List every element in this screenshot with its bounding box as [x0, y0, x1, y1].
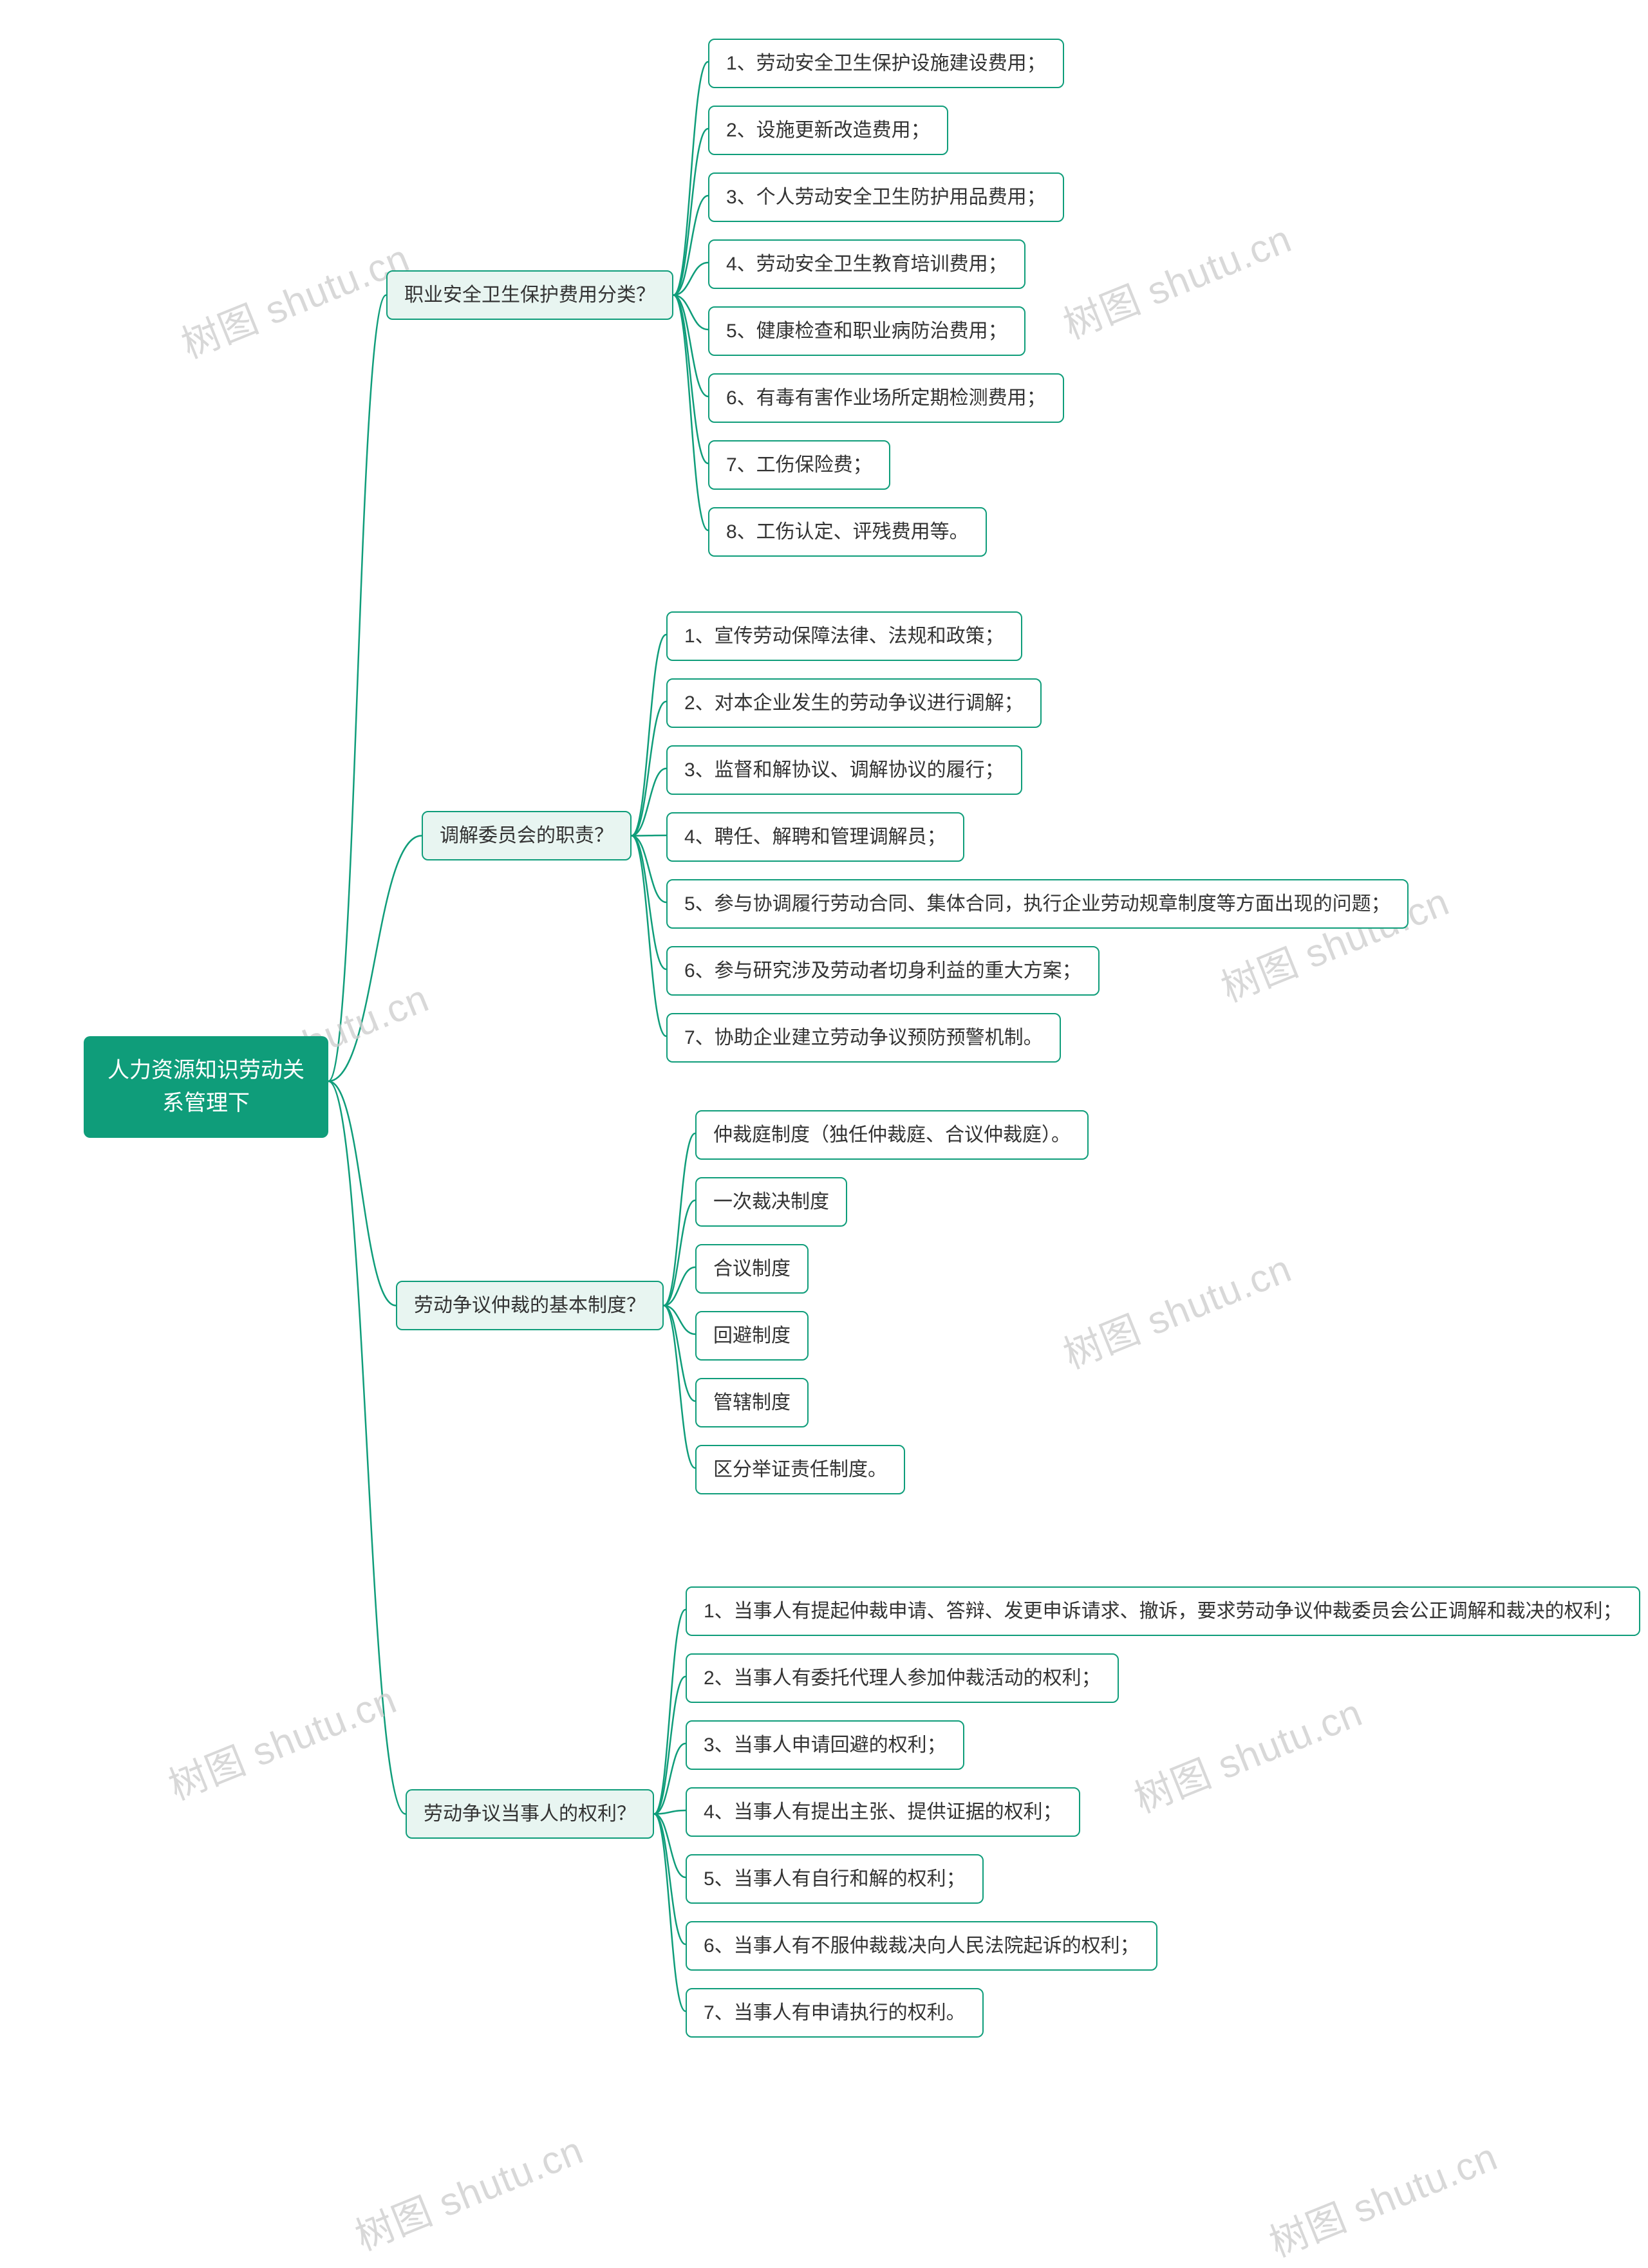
leaf-node[interactable]: 一次裁决制度 [695, 1177, 847, 1227]
connector [673, 295, 708, 397]
leaf-node[interactable]: 5、当事人有自行和解的权利； [686, 1854, 984, 1904]
connector [664, 1306, 695, 1469]
leaf-node[interactable]: 仲裁庭制度（独任仲裁庭、合议仲裁庭）。 [695, 1110, 1089, 1160]
connector [673, 295, 708, 330]
connector [632, 836, 666, 1037]
connector [654, 1814, 686, 2012]
connector [664, 1306, 695, 1335]
connector [654, 1610, 686, 1814]
leaf-node[interactable]: 4、劳动安全卫生教育培训费用； [708, 239, 1025, 289]
connector [654, 1814, 686, 1878]
leaf-node[interactable]: 5、健康检查和职业病防治费用； [708, 306, 1025, 356]
connector [673, 295, 708, 531]
connector [664, 1267, 695, 1306]
leaf-node[interactable]: 管辖制度 [695, 1378, 809, 1427]
connector [673, 62, 708, 295]
connector [328, 1081, 406, 1814]
connector [664, 1133, 695, 1306]
leaf-node[interactable]: 1、劳动安全卫生保护设施建设费用； [708, 39, 1064, 88]
branch-node-b4[interactable]: 劳动争议当事人的权利？ [406, 1789, 654, 1839]
watermark: 树图 shutu.cn [1054, 1238, 1298, 1380]
connector [632, 836, 666, 903]
connector [654, 1810, 686, 1814]
leaf-node[interactable]: 回避制度 [695, 1311, 809, 1361]
connector [664, 1200, 695, 1306]
root-node[interactable]: 人力资源知识劳动关系管理下 [84, 1036, 328, 1138]
connector [654, 1814, 686, 1945]
leaf-node[interactable]: 8、工伤认定、评残费用等。 [708, 507, 987, 557]
leaf-node[interactable]: 合议制度 [695, 1244, 809, 1294]
watermark: 树图 shutu.cn [1125, 1682, 1369, 1824]
leaf-node[interactable]: 3、监督和解协议、调解协议的履行； [666, 745, 1022, 795]
connector [328, 1081, 396, 1306]
connector [673, 196, 708, 295]
branch-node-b1[interactable]: 职业安全卫生保护费用分类？ [386, 270, 673, 320]
mindmap-canvas: 树图 shutu.cn 树图 shutu.cn 树图 shutu.cn 树图 shut… [0, 0, 1648, 2208]
connector [632, 835, 666, 836]
leaf-node[interactable]: 区分举证责任制度。 [695, 1445, 905, 1494]
connector [328, 295, 386, 1082]
connector [632, 702, 666, 836]
leaf-node[interactable]: 7、工伤保险费； [708, 440, 890, 490]
connector [664, 1306, 695, 1402]
connector [632, 635, 666, 836]
watermark: 树图 shutu.cn [1260, 2126, 1504, 2268]
watermark: 树图 shutu.cn [159, 1669, 404, 1811]
leaf-node[interactable]: 2、当事人有委托代理人参加仲裁活动的权利； [686, 1653, 1119, 1703]
leaf-node[interactable]: 2、对本企业发生的劳动争议进行调解； [666, 678, 1042, 728]
connector [673, 295, 708, 464]
branch-node-b3[interactable]: 劳动争议仲裁的基本制度？ [396, 1281, 664, 1330]
leaf-node[interactable]: 6、参与研究涉及劳动者切身利益的重大方案； [666, 946, 1100, 996]
leaf-node[interactable]: 1、宣传劳动保障法律、法规和政策； [666, 611, 1022, 661]
watermark: 树图 shutu.cn [346, 2119, 590, 2262]
branch-node-b2[interactable]: 调解委员会的职责？ [422, 811, 632, 860]
leaf-node[interactable]: 6、当事人有不服仲裁裁决向人民法院起诉的权利； [686, 1921, 1157, 1971]
leaf-node[interactable]: 5、参与协调履行劳动合同、集体合同，执行企业劳动规章制度等方面出现的问题； [666, 879, 1409, 929]
connector [673, 129, 708, 295]
connector [673, 263, 708, 295]
connector [328, 836, 422, 1082]
watermark: 树图 shutu.cn [1054, 208, 1298, 350]
leaf-node[interactable]: 4、当事人有提出主张、提供证据的权利； [686, 1787, 1080, 1837]
leaf-node[interactable]: 4、聘任、解聘和管理调解员； [666, 812, 964, 862]
watermark: 树图 shutu.cn [172, 227, 417, 369]
leaf-node[interactable]: 7、协助企业建立劳动争议预防预警机制。 [666, 1013, 1061, 1063]
leaf-node[interactable]: 7、当事人有申请执行的权利。 [686, 1988, 984, 2038]
connector [632, 768, 666, 836]
connector [654, 1677, 686, 1814]
leaf-node[interactable]: 3、当事人申请回避的权利； [686, 1720, 964, 1770]
leaf-node[interactable]: 2、设施更新改造费用； [708, 106, 948, 155]
leaf-node[interactable]: 6、有毒有害作业场所定期检测费用； [708, 373, 1064, 423]
connector [632, 836, 666, 970]
leaf-node[interactable]: 1、当事人有提起仲裁申请、答辩、发更申诉请求、撤诉，要求劳动争议仲裁委员会公正调… [686, 1586, 1640, 1636]
connector [654, 1743, 686, 1814]
leaf-node[interactable]: 3、个人劳动安全卫生防护用品费用； [708, 172, 1064, 222]
